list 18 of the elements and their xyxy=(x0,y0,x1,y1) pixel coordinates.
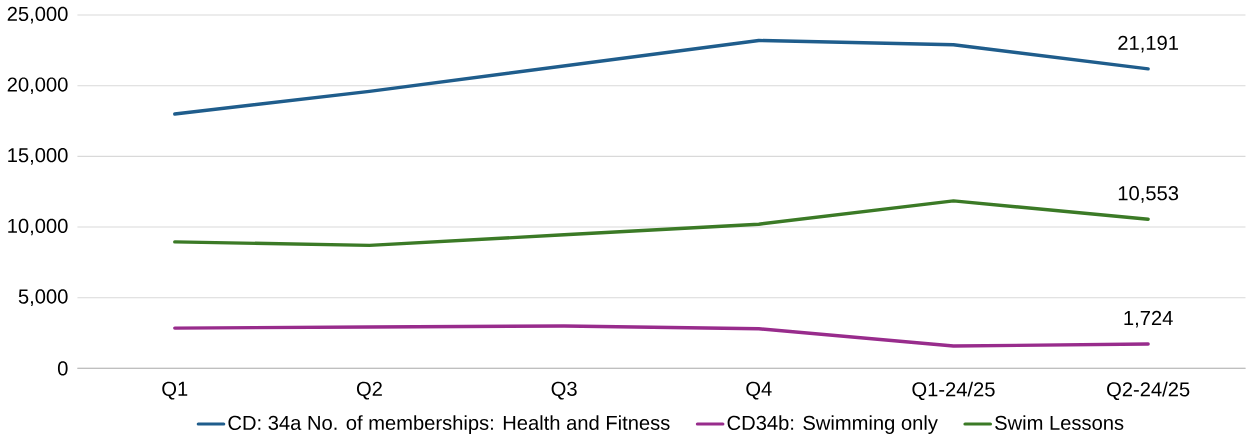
y-tick-label: 20,000 xyxy=(7,77,68,95)
y-tick-label: 0 xyxy=(57,361,68,376)
x-tick-label: Q1 xyxy=(162,381,188,400)
y-tick-label: 15,000 xyxy=(8,148,68,165)
legend-label: CD: 34a No. of memberships: Health and Fitness xyxy=(228,415,670,434)
y-tick-label: 10,000 xyxy=(8,218,68,236)
x-tick-label: Q2 xyxy=(356,381,382,400)
x-tick-label: Q1-24/25 xyxy=(912,381,995,401)
y-tick-label: 5,000 xyxy=(18,289,68,307)
x-tick-label: Q4 xyxy=(746,381,772,400)
data-label: 10,553 xyxy=(1118,186,1179,203)
data-label: 1,724 xyxy=(1124,310,1173,328)
legend-label: Swim Lessons xyxy=(995,415,1124,430)
legend-label: CD34b: Swimming only xyxy=(727,415,938,434)
x-tick-label: Q3 xyxy=(551,381,577,400)
x-tick-label: Q2-24/25 xyxy=(1107,381,1190,401)
data-label: 21,191 xyxy=(1118,35,1178,53)
y-tick-label: 25,000 xyxy=(7,6,68,24)
